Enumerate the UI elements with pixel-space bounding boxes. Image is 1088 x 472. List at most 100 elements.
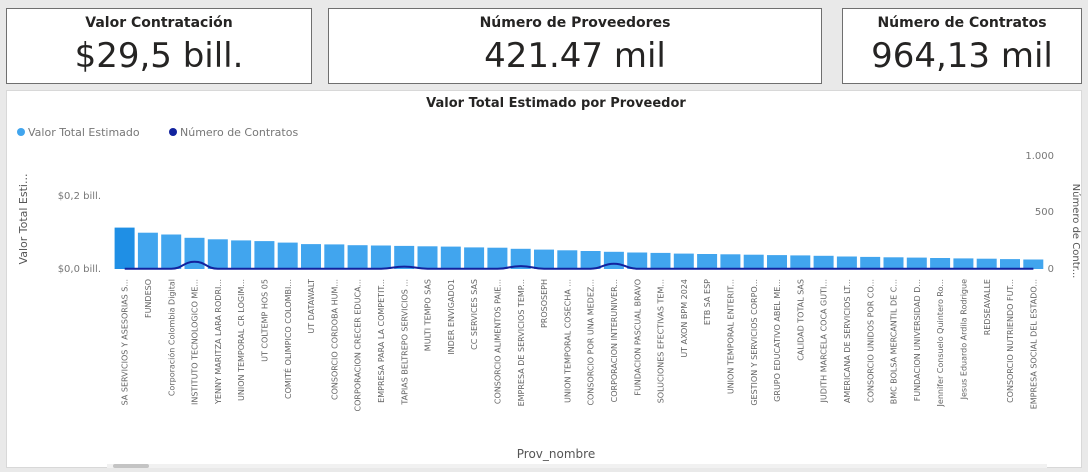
- kpi-card-numero-contratos[interactable]: Número de Contratos 964,13 mil: [842, 8, 1082, 84]
- x-tick-label: JUDITH MARCELA COCA GUTI...: [820, 279, 829, 403]
- bar[interactable]: [767, 255, 787, 269]
- bar[interactable]: [161, 234, 182, 270]
- kpi-value: 964,13 mil: [871, 36, 1053, 76]
- x-tick-label: CONSORCIO ALIMENTOS PAIE...: [493, 279, 502, 404]
- x-tick-label: CONSORCIO NUTRIENDO FUT...: [1006, 279, 1015, 403]
- legend[interactable]: Valor Total Estimado Número de Contratos: [17, 126, 298, 139]
- x-tick-label: UT AXON BPM 2024: [680, 279, 689, 358]
- bar[interactable]: [976, 258, 997, 269]
- bar[interactable]: [231, 240, 252, 269]
- y-axis-title: Valor Total Esti...: [17, 174, 30, 265]
- x-tick-label: FUNDACION UNIVERSIDAD D...: [913, 279, 922, 401]
- bar[interactable]: [324, 244, 345, 269]
- y-tick-label: $0,0 bill.: [58, 264, 101, 275]
- bar[interactable]: [580, 251, 601, 269]
- bar[interactable]: [114, 227, 135, 269]
- x-tick-label: UNION TEMPORAL COSECHA ...: [563, 279, 572, 403]
- y2-axis-title: Número de Contr...: [1070, 184, 1082, 279]
- bar[interactable]: [813, 255, 834, 269]
- bar[interactable]: [394, 245, 415, 269]
- x-axis-title: Prov_nombre: [517, 447, 595, 461]
- bar[interactable]: [953, 258, 974, 269]
- bar[interactable]: [906, 257, 927, 269]
- bar[interactable]: [720, 254, 741, 269]
- bar[interactable]: [301, 244, 321, 269]
- bar[interactable]: [440, 246, 461, 269]
- x-tick-label: YENNY MARITZA LARA RODRI...: [214, 279, 223, 405]
- x-tick-label: REDSEAVALLE: [983, 279, 992, 335]
- bar[interactable]: [790, 255, 811, 269]
- x-tick-label: Jesus Eduardo Ardila Rodrigue: [960, 279, 969, 400]
- bar[interactable]: [930, 258, 951, 269]
- bar[interactable]: [1023, 259, 1044, 270]
- scrollbar-thumb[interactable]: [113, 464, 149, 468]
- bar[interactable]: [1000, 259, 1020, 269]
- x-tick-label: CC SERVICES SAS: [470, 279, 479, 350]
- x-tick-label: CONSORCIO POR UNA MEDEZ...: [587, 279, 596, 406]
- combo-chart: Valor Total Estimado por Proveedor Valor…: [17, 96, 1082, 468]
- bar[interactable]: [277, 242, 298, 269]
- x-tick-label: SA SERVICIOS Y ASESORIAS S...: [121, 279, 130, 405]
- bar[interactable]: [697, 254, 718, 269]
- legend-line-marker: [169, 128, 177, 136]
- x-tick-label: INSTITUTO TECNOLOGICO ME...: [191, 279, 200, 405]
- x-tick-label: CORPORACION INTERUNIVER...: [610, 279, 619, 402]
- x-tick-label: EMPRESA DE SERVICIOS TEMP...: [517, 279, 526, 406]
- bar[interactable]: [743, 254, 764, 269]
- x-tick-label: SOLUCIONES EFECTIVAS TEM...: [657, 279, 666, 403]
- kpi-card-numero-proveedores[interactable]: Número de Proveedores 421.47 mil: [328, 8, 822, 84]
- x-tick-label: MULTI TEMPO SAS: [424, 279, 433, 351]
- bar[interactable]: [557, 250, 578, 269]
- bar[interactable]: [510, 248, 531, 269]
- x-tick-label: TAPIAS BELTREPO SERVICIOS ...: [400, 279, 409, 406]
- bar-series: [114, 227, 1044, 270]
- y-tick-label: $0,2 bill.: [58, 191, 101, 202]
- kpi-card-valor-contratacion[interactable]: Valor Contratación $29,5 bill.: [6, 8, 312, 84]
- legend-bar-marker: [17, 128, 25, 136]
- x-tick-label: Corporación Colombia Digital: [166, 279, 176, 396]
- x-tick-label: UNION TEMPORAL CR LOGIM...: [237, 279, 246, 401]
- bar[interactable]: [370, 245, 391, 270]
- bar[interactable]: [487, 247, 508, 269]
- bar[interactable]: [860, 256, 881, 269]
- x-tick-label: CORPORACION CRECER EDUCA...: [354, 279, 363, 411]
- bar[interactable]: [836, 256, 857, 270]
- y2-tick-label: 1.000: [1025, 151, 1054, 162]
- kpi-title: Número de Contratos: [877, 15, 1047, 31]
- bar[interactable]: [650, 252, 671, 269]
- x-tick-label: ETB SA ESP: [703, 279, 712, 325]
- x-tick-label: FUNDACION PASCUAL BRAVO: [633, 279, 642, 396]
- x-tick-labels: SA SERVICIOS Y ASESORIAS S... FUNDESO Corp…: [121, 279, 1039, 412]
- y2-tick-label: 0: [1048, 264, 1054, 275]
- kpi-value: 421.47 mil: [484, 36, 666, 76]
- kpi-value: $29,5 bill.: [74, 36, 244, 76]
- bar[interactable]: [534, 249, 554, 269]
- bar[interactable]: [184, 237, 205, 269]
- x-tick-label: CONSORCIO UNIDOS POR CO...: [866, 279, 875, 403]
- bar[interactable]: [883, 257, 904, 269]
- x-tick-label: COMITÉ OLIMPICO COLOMBI...: [282, 279, 293, 399]
- bar[interactable]: [673, 253, 694, 269]
- bar[interactable]: [347, 245, 368, 269]
- x-tick-label: UNION TEMPORAL ENTERIT...: [727, 279, 736, 394]
- bar[interactable]: [627, 252, 648, 270]
- x-tick-label: EMPRESA SOCIAL DEL ESTADO...: [1029, 279, 1038, 409]
- x-tick-label: AMERICANA DE SERVICIOS LT...: [843, 279, 852, 403]
- x-tick-label: FUNDESO: [144, 279, 153, 318]
- kpi-title: Valor Contratación: [85, 15, 233, 31]
- bar[interactable]: [417, 246, 438, 269]
- x-tick-label: BMC BOLSA MERCANTIL DE C...: [890, 279, 899, 404]
- bar[interactable]: [254, 241, 275, 269]
- y2-tick-label: 500: [1035, 207, 1054, 218]
- x-tick-label: INDER ENVIGADO1: [447, 279, 456, 355]
- bar[interactable]: [464, 247, 485, 269]
- x-tick-label: Jennifer Consuelo Quintero Ro...: [936, 279, 945, 407]
- chart-card[interactable]: Valor Total Estimado por Proveedor Valor…: [6, 90, 1082, 468]
- bar[interactable]: [207, 239, 228, 269]
- x-tick-label: GRUPO EDUCATIVO ABEL ME...: [773, 279, 782, 402]
- bar[interactable]: [603, 251, 624, 269]
- scrollbar-track[interactable]: [107, 464, 1047, 468]
- x-tick-label: GESTION Y SERVICIOS CORPO...: [750, 279, 759, 406]
- bar[interactable]: [137, 232, 158, 269]
- line-series-numero-contratos[interactable]: [124, 260, 1034, 270]
